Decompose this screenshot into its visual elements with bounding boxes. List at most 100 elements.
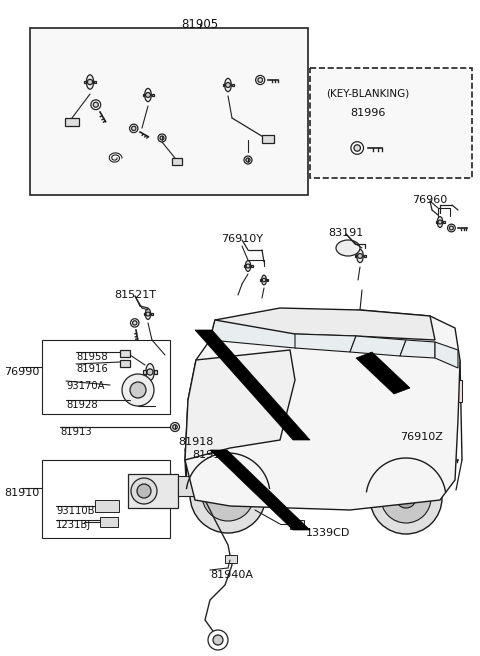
Bar bbox=[186, 462, 202, 476]
Text: 93170A: 93170A bbox=[66, 381, 105, 391]
Circle shape bbox=[426, 453, 431, 459]
Bar bbox=[198, 454, 200, 456]
Bar bbox=[365, 398, 387, 405]
Text: 81913: 81913 bbox=[60, 427, 92, 437]
Bar bbox=[143, 94, 144, 96]
Bar bbox=[120, 350, 130, 357]
Polygon shape bbox=[356, 352, 410, 394]
Circle shape bbox=[193, 453, 197, 457]
Bar bbox=[251, 265, 252, 267]
Circle shape bbox=[214, 461, 218, 464]
Bar bbox=[435, 221, 437, 223]
Circle shape bbox=[218, 485, 238, 505]
Bar bbox=[443, 221, 444, 223]
Polygon shape bbox=[400, 340, 435, 358]
Ellipse shape bbox=[225, 79, 231, 92]
Text: 1339CD: 1339CD bbox=[306, 528, 350, 538]
Text: 76910Z: 76910Z bbox=[401, 432, 444, 442]
Text: 81521T: 81521T bbox=[114, 290, 156, 300]
Circle shape bbox=[449, 226, 454, 230]
Circle shape bbox=[381, 473, 431, 523]
Circle shape bbox=[262, 278, 266, 282]
Text: 81905: 81905 bbox=[181, 18, 218, 31]
Bar bbox=[143, 371, 145, 374]
Circle shape bbox=[146, 312, 150, 316]
Bar bbox=[266, 279, 268, 281]
Text: 81919: 81919 bbox=[192, 450, 228, 460]
Bar bbox=[422, 455, 424, 457]
Ellipse shape bbox=[250, 359, 266, 369]
Polygon shape bbox=[350, 336, 406, 356]
Circle shape bbox=[130, 382, 146, 398]
Circle shape bbox=[137, 484, 151, 498]
Polygon shape bbox=[195, 330, 310, 440]
Bar bbox=[223, 84, 225, 87]
Ellipse shape bbox=[357, 249, 363, 262]
Bar bbox=[144, 313, 145, 315]
Circle shape bbox=[246, 158, 250, 162]
Bar bbox=[231, 84, 233, 87]
Circle shape bbox=[358, 254, 362, 258]
Bar bbox=[243, 265, 245, 267]
Ellipse shape bbox=[425, 449, 432, 462]
Bar bbox=[325, 447, 339, 455]
Bar bbox=[172, 158, 182, 165]
Circle shape bbox=[351, 142, 363, 154]
Bar bbox=[312, 400, 334, 407]
Bar bbox=[42, 340, 170, 414]
Circle shape bbox=[438, 220, 442, 224]
Ellipse shape bbox=[262, 276, 266, 285]
Polygon shape bbox=[215, 308, 435, 340]
Circle shape bbox=[258, 77, 263, 83]
Circle shape bbox=[226, 83, 230, 87]
Bar bbox=[120, 360, 130, 367]
Polygon shape bbox=[435, 342, 458, 368]
Bar bbox=[442, 415, 450, 429]
Polygon shape bbox=[210, 450, 310, 530]
Circle shape bbox=[256, 75, 265, 85]
Circle shape bbox=[170, 422, 180, 432]
Circle shape bbox=[244, 156, 252, 164]
Circle shape bbox=[246, 264, 250, 268]
Ellipse shape bbox=[336, 240, 360, 256]
Bar bbox=[355, 255, 357, 257]
Text: 83191: 83191 bbox=[328, 228, 364, 238]
Ellipse shape bbox=[192, 449, 198, 461]
Circle shape bbox=[354, 145, 360, 152]
Text: 76960: 76960 bbox=[412, 195, 448, 205]
Circle shape bbox=[213, 459, 219, 466]
Text: 93110B: 93110B bbox=[56, 506, 95, 516]
Bar bbox=[178, 476, 202, 496]
Circle shape bbox=[437, 456, 445, 464]
Bar bbox=[152, 94, 154, 96]
Bar bbox=[100, 517, 118, 527]
Circle shape bbox=[213, 635, 223, 645]
Bar bbox=[94, 81, 96, 83]
Circle shape bbox=[93, 102, 98, 107]
Polygon shape bbox=[185, 350, 295, 460]
Circle shape bbox=[158, 134, 166, 142]
Circle shape bbox=[132, 126, 136, 131]
Ellipse shape bbox=[146, 363, 154, 380]
Circle shape bbox=[147, 369, 153, 375]
Bar bbox=[151, 313, 153, 315]
Bar bbox=[95, 500, 119, 512]
Circle shape bbox=[131, 319, 139, 327]
Ellipse shape bbox=[144, 89, 151, 102]
Ellipse shape bbox=[437, 216, 443, 228]
Circle shape bbox=[396, 488, 416, 508]
Bar bbox=[290, 520, 304, 529]
Ellipse shape bbox=[245, 260, 251, 272]
Circle shape bbox=[370, 462, 442, 534]
Bar bbox=[363, 255, 365, 257]
Bar bbox=[30, 28, 308, 195]
Text: 81928: 81928 bbox=[66, 400, 97, 410]
Text: 81996: 81996 bbox=[350, 108, 386, 118]
Bar bbox=[225, 555, 237, 563]
Circle shape bbox=[190, 457, 266, 533]
Ellipse shape bbox=[86, 75, 94, 89]
Circle shape bbox=[130, 124, 138, 133]
Circle shape bbox=[160, 136, 164, 140]
Circle shape bbox=[173, 424, 177, 429]
Text: 81916: 81916 bbox=[76, 364, 108, 374]
